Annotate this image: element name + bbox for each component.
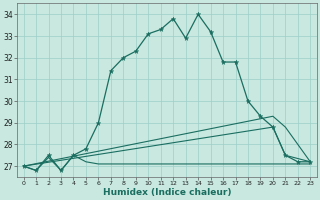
X-axis label: Humidex (Indice chaleur): Humidex (Indice chaleur) (103, 188, 231, 197)
